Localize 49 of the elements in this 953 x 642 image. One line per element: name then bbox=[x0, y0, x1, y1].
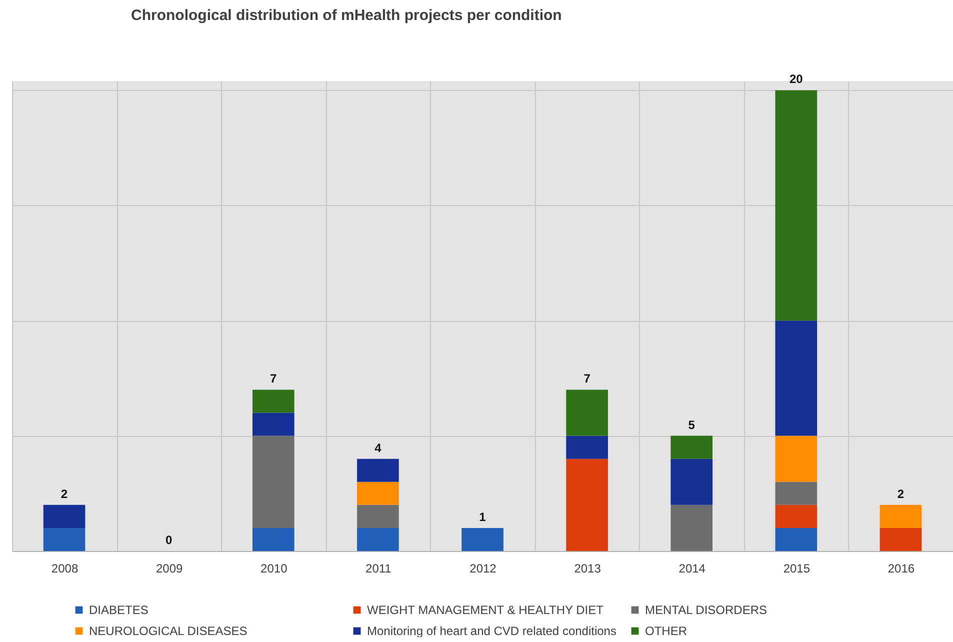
annotation: 5 bbox=[688, 418, 696, 432]
bar bbox=[775, 528, 818, 551]
chart-title: Chronological distribution of mHealth projects per condition bbox=[131, 7, 562, 24]
bar bbox=[252, 412, 294, 436]
bar bbox=[357, 528, 399, 551]
annotation: 4 bbox=[374, 440, 382, 455]
bar bbox=[462, 528, 504, 551]
x-tick-label: 2015 bbox=[783, 562, 810, 576]
annotation: 2 bbox=[897, 486, 904, 501]
legend-label: WEIGHT MANAGEMENT & HEALTHY DIET bbox=[367, 603, 604, 617]
bar bbox=[670, 504, 713, 551]
x-tick-label: 2009 bbox=[156, 562, 184, 576]
legend-label: NEUROLOGICAL DISEASES bbox=[89, 624, 248, 638]
legend-label: DIABETES bbox=[89, 603, 148, 617]
bar bbox=[252, 390, 294, 413]
annotation: 20 bbox=[789, 72, 804, 86]
bar bbox=[775, 320, 818, 436]
bar bbox=[252, 436, 294, 528]
legend-label: MENTAL DISORDERS bbox=[645, 603, 768, 617]
bar bbox=[670, 436, 713, 459]
bar bbox=[566, 458, 608, 551]
x-tick-label: 2012 bbox=[470, 562, 497, 576]
bar bbox=[252, 528, 294, 551]
bar bbox=[775, 90, 818, 321]
x-tick-label: 2011 bbox=[366, 562, 392, 576]
bar bbox=[880, 528, 922, 551]
bar bbox=[357, 482, 399, 505]
bar bbox=[357, 458, 399, 482]
bar bbox=[43, 504, 86, 528]
annotation: 1 bbox=[479, 510, 486, 524]
bar bbox=[880, 504, 922, 528]
bar bbox=[43, 528, 86, 551]
annotation: 7 bbox=[584, 372, 591, 386]
x-tick-label: 2016 bbox=[888, 562, 915, 576]
bar bbox=[775, 482, 818, 505]
x-tick-label: 2010 bbox=[260, 562, 288, 576]
x-tick-label: 2008 bbox=[51, 562, 78, 576]
bar bbox=[775, 504, 818, 528]
x-tick-label: 2013 bbox=[574, 562, 602, 576]
annotation: 0 bbox=[165, 533, 172, 547]
bar bbox=[775, 436, 818, 482]
bar bbox=[357, 504, 399, 528]
annotation: 2 bbox=[60, 486, 68, 501]
x-tick-label: 2014 bbox=[678, 562, 706, 576]
bar bbox=[670, 458, 713, 505]
legend-label: OTHER bbox=[645, 624, 688, 638]
bar bbox=[566, 436, 608, 459]
bar bbox=[566, 390, 608, 436]
annotation: 7 bbox=[270, 372, 278, 386]
